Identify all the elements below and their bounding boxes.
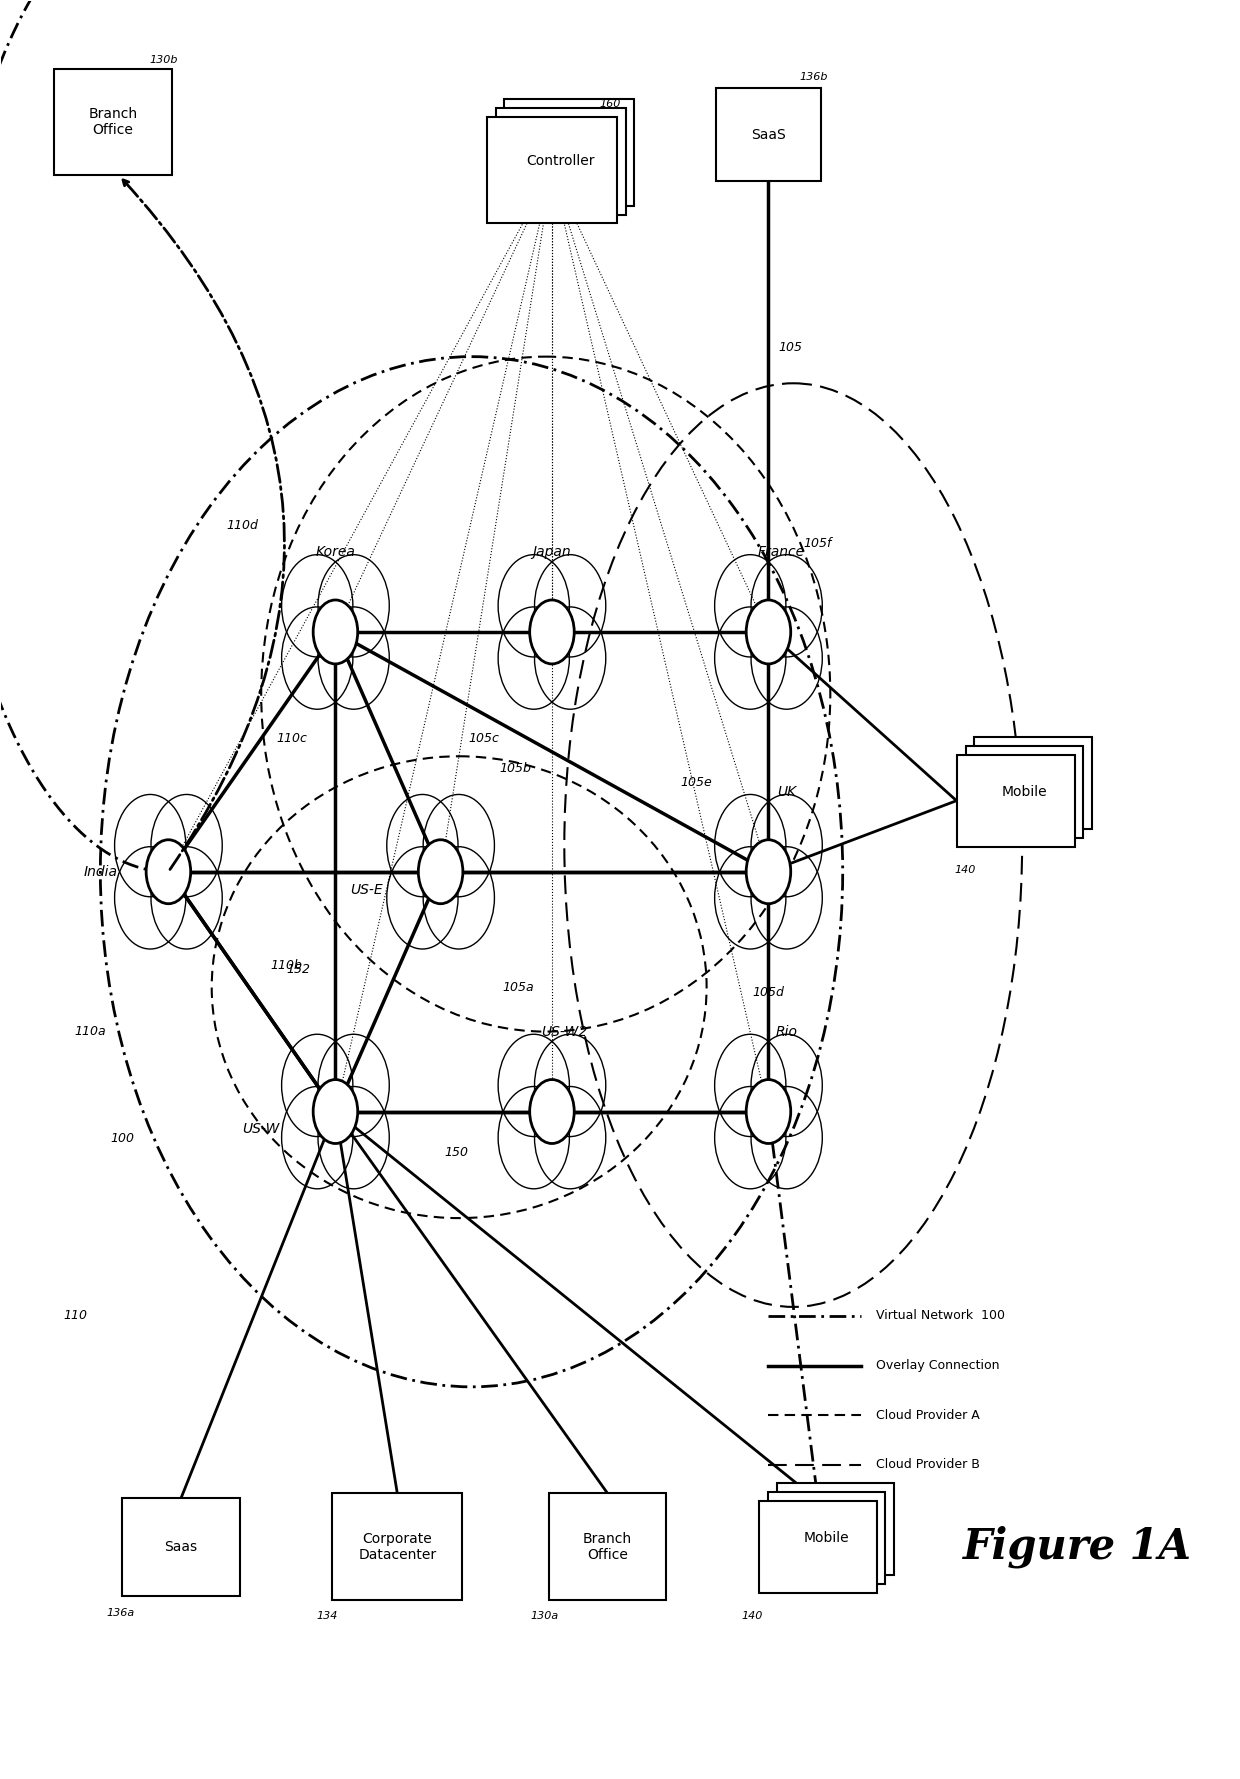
Text: 105c: 105c <box>469 731 500 745</box>
Text: 130b: 130b <box>150 55 179 64</box>
Text: Cloud Provider B: Cloud Provider B <box>877 1459 980 1471</box>
FancyBboxPatch shape <box>768 1493 885 1583</box>
Text: 130a: 130a <box>531 1612 559 1621</box>
Text: UK: UK <box>777 785 796 799</box>
Text: 110a: 110a <box>74 1025 107 1039</box>
Text: Corporate
Datacenter: Corporate Datacenter <box>358 1532 436 1562</box>
FancyBboxPatch shape <box>55 69 171 176</box>
FancyBboxPatch shape <box>715 89 821 181</box>
Text: Overlay Connection: Overlay Connection <box>877 1359 999 1372</box>
Text: SaaS: SaaS <box>751 128 786 142</box>
Text: Branch
Office: Branch Office <box>88 107 138 137</box>
Text: 140: 140 <box>954 865 976 875</box>
Text: 105d: 105d <box>753 986 785 1000</box>
Text: Virtual Network  100: Virtual Network 100 <box>877 1309 1006 1322</box>
Text: 140: 140 <box>742 1612 763 1621</box>
Text: 110d: 110d <box>227 519 259 532</box>
Text: 152: 152 <box>286 962 310 977</box>
Circle shape <box>314 1080 357 1144</box>
Text: 105a: 105a <box>502 980 534 994</box>
Text: US-W2: US-W2 <box>541 1025 588 1039</box>
Circle shape <box>314 600 357 664</box>
Text: 100: 100 <box>110 1131 135 1144</box>
Circle shape <box>529 600 574 664</box>
Text: 134: 134 <box>317 1612 339 1621</box>
Text: 105f: 105f <box>804 537 832 550</box>
Text: 105b: 105b <box>498 761 531 776</box>
Text: 105: 105 <box>779 342 802 354</box>
Text: US-W: US-W <box>243 1123 280 1137</box>
Text: US-E: US-E <box>350 882 383 897</box>
Text: Mobile: Mobile <box>804 1532 849 1544</box>
Text: Mobile: Mobile <box>1002 785 1048 799</box>
Text: 136a: 136a <box>107 1608 135 1617</box>
Text: Korea: Korea <box>315 544 356 559</box>
FancyBboxPatch shape <box>487 117 618 224</box>
Text: India: India <box>83 865 118 879</box>
FancyBboxPatch shape <box>776 1484 894 1576</box>
Circle shape <box>529 1080 574 1144</box>
FancyBboxPatch shape <box>505 100 634 206</box>
FancyBboxPatch shape <box>957 754 1075 847</box>
FancyBboxPatch shape <box>966 745 1084 838</box>
Circle shape <box>746 600 791 664</box>
Text: Controller: Controller <box>526 155 595 169</box>
Circle shape <box>146 840 191 904</box>
Text: Cloud Provider A: Cloud Provider A <box>877 1409 980 1421</box>
Text: Branch
Office: Branch Office <box>583 1532 632 1562</box>
Text: Figure 1A: Figure 1A <box>963 1525 1192 1567</box>
Text: 110b: 110b <box>270 959 301 973</box>
Text: 105e: 105e <box>681 776 713 790</box>
Text: 160: 160 <box>599 100 620 109</box>
Text: 110: 110 <box>63 1309 88 1322</box>
FancyBboxPatch shape <box>759 1500 877 1592</box>
Circle shape <box>746 1080 791 1144</box>
Text: Rio: Rio <box>776 1025 799 1039</box>
FancyBboxPatch shape <box>496 109 625 215</box>
Text: France: France <box>758 544 805 559</box>
Circle shape <box>418 840 463 904</box>
Text: Japan: Japan <box>533 544 572 559</box>
FancyBboxPatch shape <box>332 1493 463 1599</box>
FancyBboxPatch shape <box>122 1498 239 1596</box>
Circle shape <box>746 840 791 904</box>
Text: 110c: 110c <box>277 731 308 745</box>
Text: Saas: Saas <box>164 1539 197 1553</box>
Text: 150: 150 <box>445 1146 469 1158</box>
Text: 136b: 136b <box>800 73 828 82</box>
FancyBboxPatch shape <box>975 737 1092 829</box>
FancyBboxPatch shape <box>549 1493 666 1599</box>
